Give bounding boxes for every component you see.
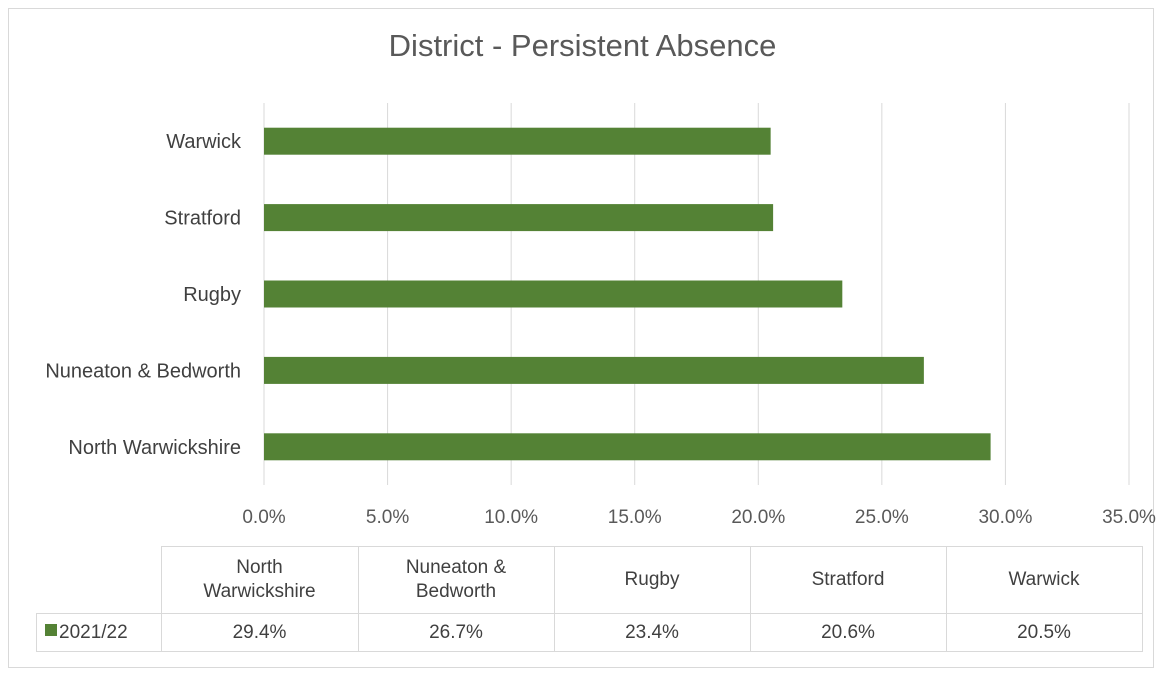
chart-title: District - Persistent Absence bbox=[388, 28, 777, 63]
data-table-cell: 20.5% bbox=[945, 613, 1143, 652]
data-table-header: North Warwickshire bbox=[160, 546, 359, 614]
header-line: Bedworth bbox=[415, 581, 497, 602]
x-tick-label: 15.0% bbox=[608, 507, 662, 528]
x-tick-label: 35.0% bbox=[1102, 507, 1156, 528]
y-category-label: Nuneaton & Bedworth bbox=[45, 360, 241, 382]
x-tick-label: 20.0% bbox=[731, 507, 785, 528]
legend-entry: 2021/22 bbox=[36, 613, 162, 652]
data-table-cell: 26.7% bbox=[357, 613, 555, 652]
bar bbox=[264, 356, 924, 384]
chart-frame bbox=[8, 8, 1154, 668]
legend-label: 2021/22 bbox=[59, 621, 128, 643]
header-line: Warwickshire bbox=[203, 581, 316, 602]
header-line: North bbox=[236, 557, 283, 578]
bar bbox=[264, 204, 774, 232]
y-category-label: North Warwickshire bbox=[68, 437, 241, 459]
x-tick-label: 10.0% bbox=[484, 507, 538, 528]
data-table-cell: 20.6% bbox=[749, 613, 947, 652]
header-line: Nuneaton & bbox=[405, 557, 507, 578]
x-tick-label: 25.0% bbox=[855, 507, 909, 528]
data-table-cell: 29.4% bbox=[160, 613, 359, 652]
chart-plot-area: 0.0% 5.0% 10.0% 15.0% 20.0% 25.0% 30.0% 35.0% No… bbox=[45, 103, 1156, 528]
header-line: Stratford bbox=[811, 569, 885, 590]
header-line: Warwick bbox=[1008, 569, 1080, 590]
data-table-header-row: North Warwickshire Nuneaton & Bedworth R… bbox=[36, 546, 1143, 614]
data-table: North Warwickshire Nuneaton & Bedworth R… bbox=[36, 546, 1143, 652]
x-tick-label: 5.0% bbox=[366, 507, 409, 528]
data-table-row: 2021/22 29.4% 26.7% 23.4% 20.6% 20.5% bbox=[36, 613, 1143, 652]
data-table-header: Rugby bbox=[553, 546, 751, 614]
x-tick-label: 30.0% bbox=[978, 507, 1032, 528]
header-line: Rugby bbox=[624, 569, 680, 590]
bar bbox=[264, 433, 991, 461]
data-table-header: Stratford bbox=[749, 546, 947, 614]
bar bbox=[264, 127, 771, 155]
data-table-header: Warwick bbox=[945, 546, 1143, 614]
bar bbox=[264, 280, 843, 308]
data-table-corner bbox=[36, 546, 162, 614]
data-table-header: Nuneaton & Bedworth bbox=[357, 546, 555, 614]
x-tick-label: 0.0% bbox=[242, 507, 285, 528]
data-table-cell: 23.4% bbox=[553, 613, 751, 652]
legend-swatch bbox=[45, 624, 57, 637]
y-category-label: Warwick bbox=[166, 131, 242, 153]
y-category-label: Rugby bbox=[183, 284, 241, 306]
y-category-label: Stratford bbox=[164, 208, 241, 230]
